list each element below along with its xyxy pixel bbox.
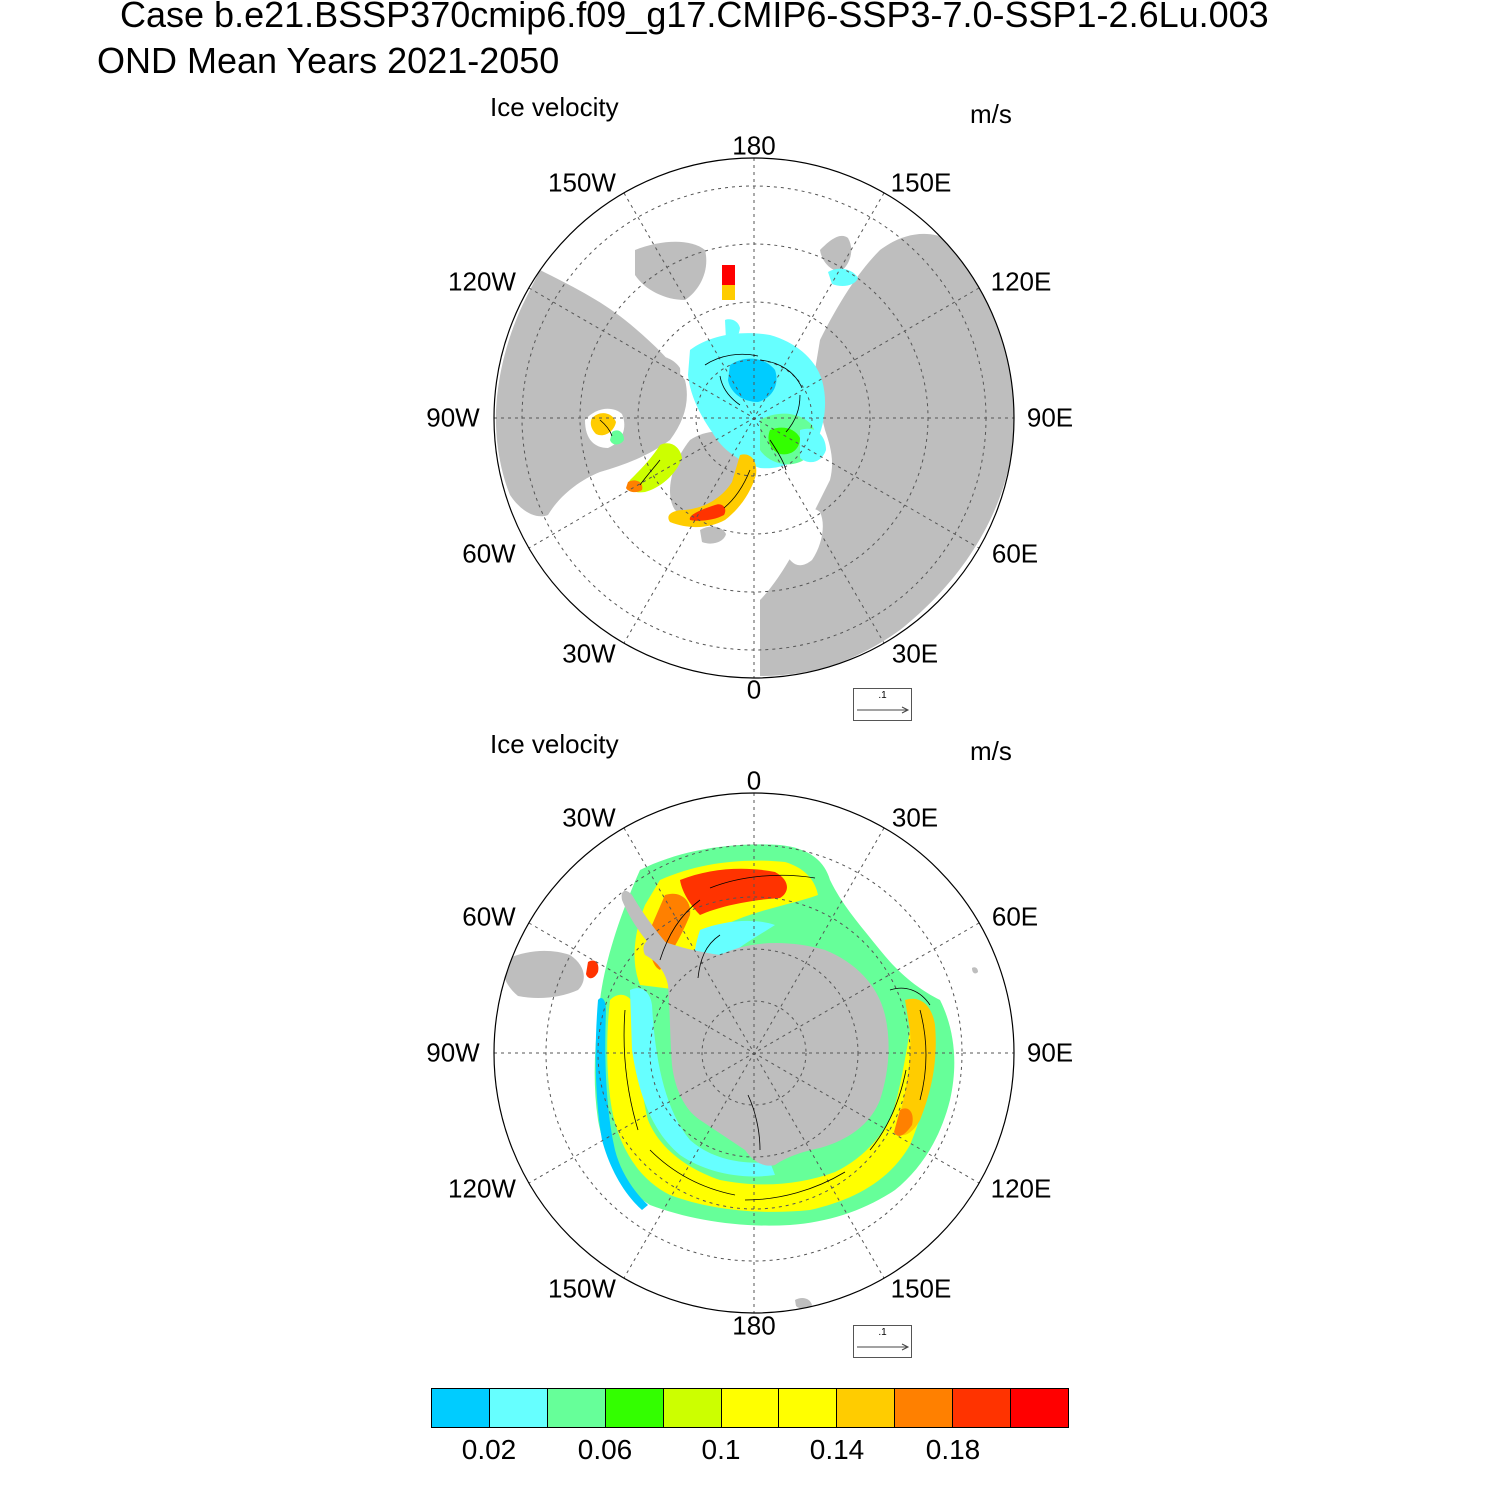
figure-title-period: OND Mean Years 2021-2050 (97, 40, 560, 81)
colorbar-swatch (663, 1389, 722, 1427)
north-lon-label-60w: 60W (462, 538, 516, 569)
south-reference-arrow-icon (857, 1343, 910, 1351)
south-lon-label-30w: 30W (562, 802, 616, 833)
north-ice-hudson-edge (610, 430, 624, 445)
north-reference-arrow-icon (857, 706, 910, 714)
north-land-alaska (635, 241, 707, 300)
north-ice-beaufort-gyre (728, 358, 777, 402)
south-land-peninsula (621, 890, 668, 950)
colorbar-label: 0.18 (925, 1434, 981, 1465)
colorbar-swatch (547, 1389, 606, 1427)
south-land-south-america (503, 950, 584, 998)
colorbar-swatch (432, 1389, 490, 1427)
north-ice-baffin (628, 443, 682, 493)
south-ice-inner-cyan (630, 988, 775, 1177)
south-ice-weddell-inner-cyan (693, 920, 775, 1000)
north-lon-label-150e: 150E (890, 167, 952, 198)
south-ice-vectors (623, 874, 931, 1201)
south-lon-label-180: 180 (732, 1310, 776, 1341)
north-land-archipelago-2 (615, 385, 645, 407)
north-reference-vector-label: .1 (878, 690, 887, 701)
south-land-island (972, 967, 978, 974)
south-ice-east-red (894, 1108, 913, 1136)
colorbar-swatch (1011, 1389, 1068, 1427)
north-ice-labrador (626, 480, 643, 493)
south-map-border (493, 792, 1015, 1314)
south-reference-vector: .1 (853, 1325, 912, 1358)
south-graticule (494, 793, 1014, 1313)
colorbar-label: 0.14 (809, 1434, 865, 1465)
north-land-north-america (495, 270, 687, 517)
north-ice-vectors (599, 353, 803, 509)
north-ice-okhotsk (828, 268, 858, 286)
north-land-eurasia (760, 233, 1014, 676)
north-ice-hudson (590, 413, 616, 436)
north-map-border (493, 157, 1015, 679)
north-land-far-east (820, 235, 852, 272)
north-land-scandinavia (785, 508, 823, 566)
north-reference-vector: .1 (853, 688, 912, 721)
north-ice-east-greenland (668, 454, 757, 528)
north-land-archipelago (638, 355, 681, 392)
south-land-tasmania (795, 1297, 812, 1309)
north-ice-transpolar-core (768, 427, 800, 455)
north-lon-label-150w: 150W (548, 167, 616, 198)
south-lon-label-60w: 60W (462, 901, 516, 932)
north-ice-east-greenland-core (689, 504, 726, 521)
north-ice-barents (800, 428, 826, 463)
colorbar-swatch (895, 1389, 954, 1427)
colorbar-swatch (779, 1389, 838, 1427)
north-lon-label-180: 180 (732, 130, 776, 161)
colorbar-swatch (837, 1389, 896, 1427)
colorbar (431, 1388, 1069, 1428)
north-panel-units-label: m/s (970, 99, 1012, 129)
colorbar-label: 0.02 (461, 1434, 517, 1465)
south-lon-label-120w: 120W (448, 1173, 516, 1204)
colorbar-swatch (489, 1389, 548, 1427)
south-lon-label-60e: 60E (991, 901, 1039, 932)
colorbar-label: 0.1 (701, 1434, 741, 1465)
north-lon-label-30w: 30W (562, 638, 616, 669)
north-lon-label-90e: 90E (1026, 402, 1074, 433)
south-lon-label-120e: 120E (990, 1173, 1052, 1204)
north-lon-label-90w: 90W (426, 402, 480, 433)
south-panel-left-label: Ice velocity (490, 729, 619, 759)
south-ice-edge-cyan (595, 998, 648, 1210)
colorbar-swatch (721, 1389, 780, 1427)
north-lon-label-0: 0 (746, 674, 762, 705)
south-reference-vector-label: .1 (878, 1327, 887, 1338)
south-ice-peninsula-red (586, 960, 599, 979)
north-lon-label-120e: 120E (990, 266, 1052, 297)
north-panel-left-label: Ice velocity (490, 92, 619, 122)
north-ice-bering-strait-2 (722, 285, 735, 300)
south-lon-label-0: 0 (746, 765, 762, 796)
south-lon-label-150w: 150W (548, 1273, 616, 1304)
north-land-iceland (700, 526, 726, 544)
south-ice-weddell-red (680, 868, 787, 915)
north-lon-label-60e: 60E (991, 538, 1039, 569)
south-land-antarctica (643, 938, 889, 1166)
south-lon-label-150e: 150E (890, 1273, 952, 1304)
figure-title-case: Case b.e21.BSSP370cmip6.f09_g17.CMIP6-SS… (120, 0, 1269, 35)
south-lon-label-90e: 90E (1026, 1037, 1074, 1068)
north-ice-bering-strait (722, 265, 735, 285)
south-ice-east-orange (895, 998, 936, 1136)
south-lon-label-30e: 30E (891, 802, 939, 833)
north-lon-label-30e: 30E (891, 638, 939, 669)
colorbar-swatch (953, 1389, 1012, 1427)
north-graticule (494, 158, 1014, 678)
south-lon-label-90w: 90W (426, 1037, 480, 1068)
colorbar-label: 0.06 (577, 1434, 633, 1465)
south-panel-units-label: m/s (970, 736, 1012, 766)
north-ice-bering (725, 319, 740, 342)
north-lon-label-120w: 120W (448, 266, 516, 297)
colorbar-swatch (605, 1389, 664, 1427)
